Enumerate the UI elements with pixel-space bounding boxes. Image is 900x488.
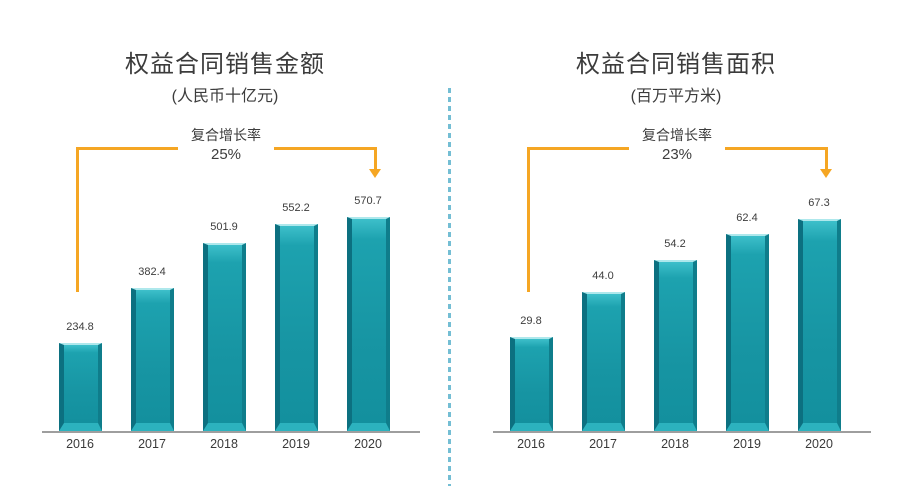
cagr-annotation: 复合增长率 25% [178,125,274,167]
x-axis-label: 2017 [589,437,617,451]
bar-2016 [58,343,102,431]
bar-2016 [509,337,553,431]
bar-value-label: 67.3 [808,197,830,209]
bars-area: 234.8 382.4 501.9 552.2 570.7 [44,131,404,431]
x-axis-label: 2018 [210,437,238,451]
x-axis-label: 2017 [138,437,166,451]
x-axis-label: 2016 [517,437,545,451]
bar-value-label: 29.8 [520,315,542,327]
bar-value-label: 570.7 [354,195,382,207]
bar-2020 [346,217,390,431]
x-axis-labels: 2016 2017 2018 2019 2020 [44,437,404,451]
bar-value-label: 552.2 [282,202,310,214]
chart-title: 权益合同销售金额 [125,51,325,78]
x-axis-line [493,431,871,433]
chart-title: 权益合同销售面积 [576,51,776,78]
bar-2018 [202,243,246,431]
cagr-bracket-left-line [76,147,79,292]
bar-slot: 234.8 [44,131,116,431]
x-axis-labels: 2016 2017 2018 2019 2020 [495,437,855,451]
bar-2017 [581,292,625,431]
bar-slot: 552.2 [260,131,332,431]
down-arrow-icon [369,169,381,178]
bar-2019 [725,234,769,431]
bar-slot: 570.7 [332,131,404,431]
bar-slot: 54.2 [639,131,711,431]
bar-2019 [274,224,318,431]
x-axis-label: 2020 [805,437,833,451]
bar-value-label: 62.4 [736,212,758,224]
cagr-annotation: 复合增长率 23% [629,125,725,167]
bar-value-label: 54.2 [664,238,686,250]
x-axis-label: 2019 [282,437,310,451]
cagr-label: 复合增长率 [642,127,712,143]
bar-2018 [653,260,697,431]
x-axis-label: 2018 [661,437,689,451]
chart-subtitle: (人民币十亿元) [171,88,279,105]
bar-value-label: 44.0 [592,270,614,282]
cagr-value: 23% [661,146,693,163]
bar-2020 [797,219,841,431]
x-axis-label: 2016 [66,437,94,451]
chart-panel-sales-amount: 权益合同销售金额 (人民币十亿元) 复合增长率 25% 234.8 382.4 50… [42,51,420,451]
vertical-dashed-divider [448,88,451,486]
cagr-label: 复合增长率 [191,127,261,143]
bar-slot: 67.3 [783,131,855,431]
x-axis-label: 2020 [354,437,382,451]
bar-value-label: 501.9 [210,221,238,233]
bar-slot: 501.9 [188,131,260,431]
cagr-bracket-left-line [527,147,530,292]
bar-value-label: 382.4 [138,266,166,278]
chart-subtitle: (百万平方米) [630,88,722,105]
down-arrow-icon [820,169,832,178]
bar-value-label: 234.8 [66,321,94,333]
bar-2017 [130,288,174,431]
x-axis-label: 2019 [733,437,761,451]
bar-slot: 62.4 [711,131,783,431]
x-axis-line [42,431,420,433]
bars-area: 29.8 44.0 54.2 62.4 67.3 [495,131,855,431]
cagr-arrow-stem [825,147,828,170]
cagr-value: 25% [210,146,242,163]
chart-panel-sales-area: 权益合同销售面积 (百万平方米) 复合增长率 23% 29.8 44.0 54.2 6… [451,0,900,488]
cagr-arrow-stem [374,147,377,170]
bar-slot: 44.0 [567,131,639,431]
bar-slot: 382.4 [116,131,188,431]
bar-slot: 29.8 [495,131,567,431]
